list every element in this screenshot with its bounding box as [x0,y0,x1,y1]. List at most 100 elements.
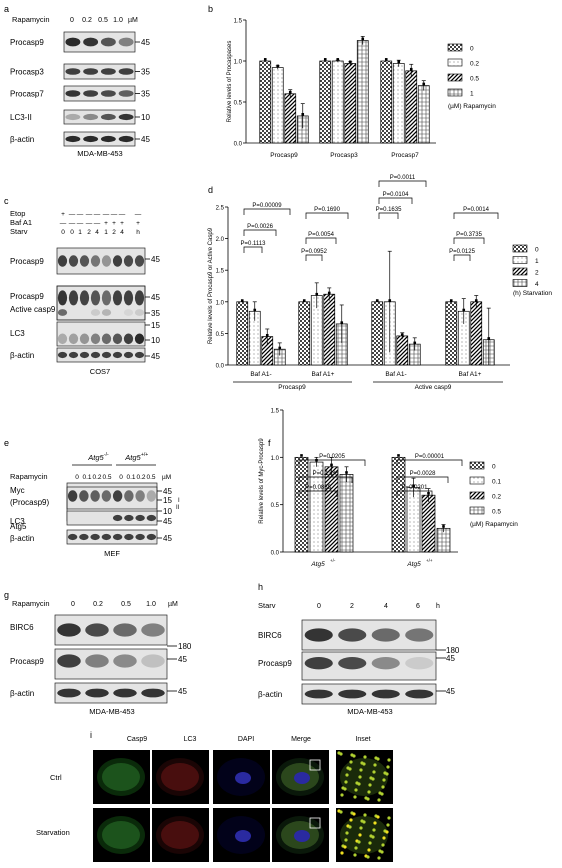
blot-band [101,333,112,345]
inset-box [309,759,321,771]
i-column-label: Inset [355,736,370,743]
data-point [253,308,257,312]
puncta [367,790,371,794]
significance-bracket [453,237,485,244]
h-blot-label: Procasp9 [258,659,292,668]
blot-band [79,490,89,502]
bar [356,40,369,144]
blot-band [79,290,90,306]
p-value: P=0.00001 [415,454,445,460]
c-treat-mark: 2 [87,229,91,236]
cytoplasm [102,763,140,791]
significance-bracket [396,490,433,497]
bar [294,456,309,553]
blot-band [118,90,134,97]
blot-band [113,623,137,637]
data-point [340,321,344,324]
cell-body [156,816,204,854]
blot-band [135,514,145,522]
a-marker: 35 [141,68,150,77]
blot-band [83,135,99,143]
c-treat-mark: — [60,220,67,227]
p-value: P=0.0014 [463,207,490,213]
blot-band [57,351,68,359]
c-treat-mark: 1 [104,229,108,236]
puncta [340,851,344,855]
data-point [265,333,269,337]
data-point [413,341,417,345]
e-header: Rapamycin [10,472,48,481]
data-point [442,525,445,528]
e-marker: 45 [163,517,172,526]
legend-label: 0.2 [492,494,501,501]
i-column-label: Merge [291,736,311,743]
h-lane-label: 0 [317,603,321,610]
puncta [363,755,367,759]
blot-band [134,309,145,316]
puncta [377,856,381,860]
legend-title: (h) Starvation [513,290,552,297]
c-treat-mark: + [112,220,116,227]
bar [371,301,384,366]
bar [344,63,357,144]
blot-band [65,135,81,143]
blot-band [141,688,165,698]
c-treat-mark: — [119,211,126,218]
y-tick-label: 2.0 [216,237,225,243]
blot-band [57,309,68,316]
blot-band [112,533,123,541]
h-marker: 45 [446,687,455,696]
e-lc3-mark: I [178,498,180,504]
a-header: Rapamycin [12,15,50,24]
legend-swatch [469,476,485,485]
c-treat-mark: 4 [95,229,99,236]
nucleus [235,772,251,784]
puncta [353,795,357,799]
c-marker: 45 [151,255,160,264]
inset-box [309,817,321,829]
bar [405,70,418,144]
blot-band [90,490,100,502]
legend-label: 4 [535,281,539,288]
blot-band [90,309,101,316]
bar [406,487,421,553]
a-marker: 10 [141,113,150,122]
blot-band [79,351,90,359]
bar [323,293,336,366]
puncta [349,818,353,822]
e-blot-2 [66,510,158,526]
p-value: P=0.0205 [319,454,346,460]
g-lane-label: 0 [71,601,75,608]
e-unit: µM [162,474,171,481]
p-value: P=0.0952 [301,249,328,255]
bar [417,85,430,144]
g-cell-line: MDA-MB-453 [89,707,134,716]
puncta [376,757,380,761]
puncta [385,772,389,776]
e-blot-label: LC3 [10,517,25,526]
blot-band [371,689,400,699]
puncta [362,820,366,824]
puncta [368,841,372,845]
significance-bracket [243,246,263,253]
data-point [348,60,352,64]
panel-letter-b: b [208,4,213,14]
h-lane-label: 4 [384,603,388,610]
significance-bracket [243,208,291,215]
data-point [336,58,340,61]
a-lane-label: 1.0 [113,17,123,24]
data-point [323,58,327,61]
y-tick-label: 2.5 [216,206,225,212]
e-blot-label: (Procasp9) [10,498,49,507]
blot-band [338,689,367,699]
data-point [302,299,306,302]
bar [380,60,393,144]
blot-band [123,333,134,345]
y-axis-label: Relative levels of Procaspases [227,41,233,123]
blot-band [67,533,78,541]
blot-band [100,68,116,75]
blot-band [304,628,333,642]
puncta [366,855,370,859]
c-marker: 45 [151,352,160,361]
c-blot-label: Procasp9 [10,257,44,266]
